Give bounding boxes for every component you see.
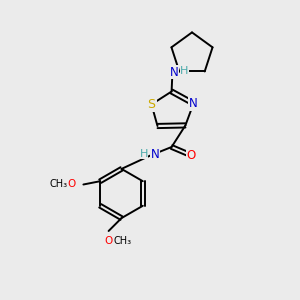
Text: S: S xyxy=(148,98,155,111)
Text: O: O xyxy=(104,236,113,247)
Text: CH₃: CH₃ xyxy=(113,236,131,247)
Text: N: N xyxy=(189,97,198,110)
Text: CH₃: CH₃ xyxy=(50,178,68,189)
Text: N: N xyxy=(169,65,178,79)
Text: N: N xyxy=(150,148,159,161)
Text: H: H xyxy=(180,66,188,76)
Text: H: H xyxy=(140,149,148,159)
Text: O: O xyxy=(187,149,196,162)
Text: O: O xyxy=(67,178,76,189)
